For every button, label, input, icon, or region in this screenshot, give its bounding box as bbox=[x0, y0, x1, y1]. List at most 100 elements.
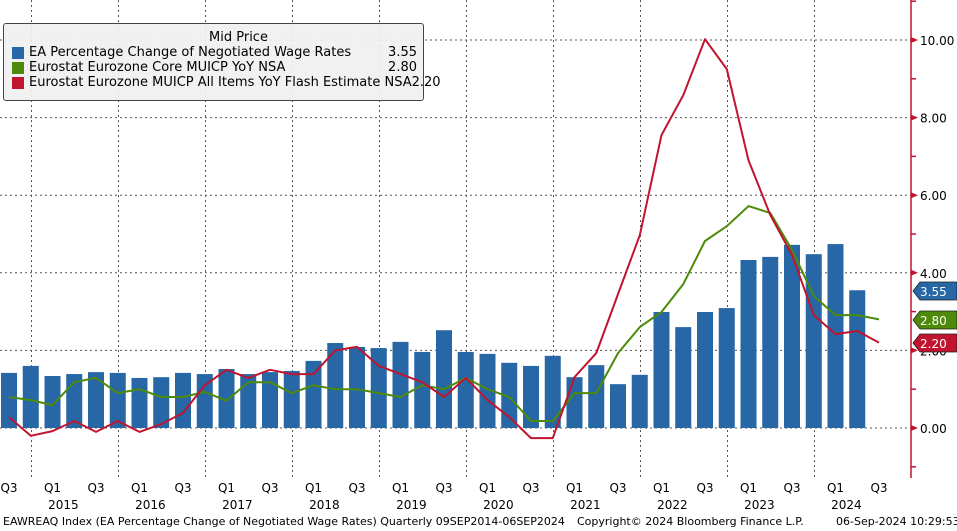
bar[interactable] bbox=[566, 377, 583, 428]
legend-swatch-blue bbox=[12, 46, 24, 59]
legend-label: EA Percentage Change of Negotiated Wage … bbox=[29, 45, 352, 60]
bar-series-wage-rates bbox=[1, 244, 866, 428]
x-tick-label: Q1 bbox=[827, 481, 844, 495]
bar[interactable] bbox=[22, 365, 39, 428]
x-tick-label: Q3 bbox=[609, 481, 626, 495]
line-series bbox=[8, 38, 880, 440]
x-tick-label: Q3 bbox=[87, 481, 104, 495]
legend-value: 3.55 bbox=[388, 45, 417, 60]
legend-swatch-red bbox=[12, 76, 24, 89]
bar[interactable] bbox=[523, 365, 539, 428]
x-tick-label: Q1 bbox=[653, 481, 670, 495]
y-tick-marker bbox=[911, 37, 918, 43]
bar[interactable] bbox=[827, 244, 844, 428]
bar[interactable] bbox=[262, 372, 278, 428]
x-tick-label: Q3 bbox=[696, 481, 713, 495]
bar[interactable] bbox=[479, 353, 496, 428]
bar[interactable] bbox=[610, 384, 626, 428]
x-year-label: 2018 bbox=[309, 498, 340, 512]
bar[interactable] bbox=[305, 360, 322, 428]
x-tick-label: Q1 bbox=[305, 481, 322, 495]
x-year-label: 2023 bbox=[744, 498, 775, 512]
y-tick-label: 8.00 bbox=[920, 112, 947, 126]
footer-index-description: EAWREAQ Index (EA Percentage Change of N… bbox=[3, 515, 565, 528]
bar[interactable] bbox=[414, 351, 431, 428]
bar[interactable] bbox=[588, 365, 605, 428]
bar[interactable] bbox=[153, 377, 170, 428]
bar[interactable] bbox=[436, 330, 452, 428]
bar[interactable] bbox=[196, 374, 213, 428]
bar[interactable] bbox=[740, 259, 757, 428]
legend-label: Eurostat Eurozone Core MUICP YoY NSA bbox=[29, 60, 286, 75]
legend-title: Mid Price bbox=[209, 30, 268, 45]
x-year-label: 2019 bbox=[396, 498, 427, 512]
x-tick-label: Q1 bbox=[392, 481, 409, 495]
bar[interactable] bbox=[1, 372, 17, 428]
legend-item-all-items-muicp[interactable]: Eurostat Eurozone MUICP All Items YoY Fl… bbox=[4, 75, 441, 90]
x-tick-label: Q3 bbox=[522, 481, 539, 495]
line-core-muicp[interactable] bbox=[8, 205, 880, 422]
legend-item-wage-rates[interactable]: EA Percentage Change of Negotiated Wage … bbox=[4, 45, 423, 60]
x-tick-label: Q3 bbox=[870, 481, 887, 495]
last-value-tag bbox=[912, 281, 957, 301]
bar[interactable] bbox=[283, 370, 300, 428]
x-tick-label: Q3 bbox=[174, 481, 191, 495]
bar[interactable] bbox=[218, 369, 235, 428]
y-tick-marker bbox=[911, 114, 918, 121]
x-year-label: 2017 bbox=[222, 498, 253, 512]
bar[interactable] bbox=[784, 244, 800, 428]
bar[interactable] bbox=[175, 372, 191, 428]
x-year-label: 2024 bbox=[831, 498, 862, 512]
bar[interactable] bbox=[457, 351, 474, 428]
bar[interactable] bbox=[109, 372, 126, 428]
y-tick-marker bbox=[911, 269, 918, 276]
bar[interactable] bbox=[544, 355, 561, 428]
legend: Mid Price EA Percentage Change of Negoti… bbox=[3, 23, 441, 101]
bar[interactable] bbox=[240, 374, 257, 428]
x-tick-label: Q3 bbox=[348, 481, 365, 495]
last-value-tag-text: 2.20 bbox=[920, 337, 947, 351]
bar[interactable] bbox=[131, 377, 148, 428]
legend-swatch-green bbox=[12, 61, 24, 74]
legend-item-core-muicp[interactable]: Eurostat Eurozone Core MUICP YoY NSA 2.8… bbox=[4, 60, 423, 75]
x-year-label: 2016 bbox=[135, 498, 166, 512]
last-value-tags: 3.55 2.80 2.20 bbox=[912, 281, 957, 353]
bar[interactable] bbox=[392, 341, 409, 428]
bar[interactable] bbox=[501, 362, 518, 428]
footer-timestamp: 06-Sep-2024 10:29:53 bbox=[836, 515, 957, 528]
x-tick-label: Q1 bbox=[566, 481, 583, 495]
x-tick-label: Q1 bbox=[218, 481, 235, 495]
bar[interactable] bbox=[631, 374, 648, 428]
legend-label: Eurostat Eurozone MUICP All Items YoY Fl… bbox=[29, 75, 412, 90]
bar[interactable] bbox=[697, 311, 713, 428]
bar[interactable] bbox=[653, 311, 670, 428]
x-year-label: 2015 bbox=[48, 498, 79, 512]
bar[interactable] bbox=[327, 343, 344, 428]
x-tick-label: Q3 bbox=[783, 481, 800, 495]
bar[interactable] bbox=[762, 256, 779, 428]
bar[interactable] bbox=[675, 327, 692, 428]
bar[interactable] bbox=[44, 376, 61, 428]
footer-copyright: Copyright© 2024 Bloomberg Finance L.P. bbox=[577, 515, 804, 528]
bar[interactable] bbox=[88, 372, 104, 428]
y-tick-label: 4.00 bbox=[920, 267, 947, 281]
y-tick-marker bbox=[911, 347, 918, 354]
y-tick-marker bbox=[911, 425, 918, 431]
x-tick-label: Q1 bbox=[740, 481, 757, 495]
bar[interactable] bbox=[718, 308, 735, 428]
bar[interactable] bbox=[349, 346, 365, 428]
x-tick-label: Q3 bbox=[261, 481, 278, 495]
x-tick-label: Q3 bbox=[435, 481, 452, 495]
x-year-label: 2022 bbox=[657, 498, 688, 512]
x-tick-label: Q3 bbox=[0, 481, 17, 495]
y-tick-label: 10.00 bbox=[920, 34, 954, 48]
x-year-label: 2021 bbox=[570, 498, 601, 512]
line-all-items-muicp[interactable] bbox=[8, 38, 880, 440]
x-tick-label: Q1 bbox=[44, 481, 61, 495]
legend-value: 2.80 bbox=[388, 60, 417, 75]
last-value-tag bbox=[912, 333, 957, 353]
bar[interactable] bbox=[805, 254, 822, 428]
bar[interactable] bbox=[849, 290, 866, 428]
